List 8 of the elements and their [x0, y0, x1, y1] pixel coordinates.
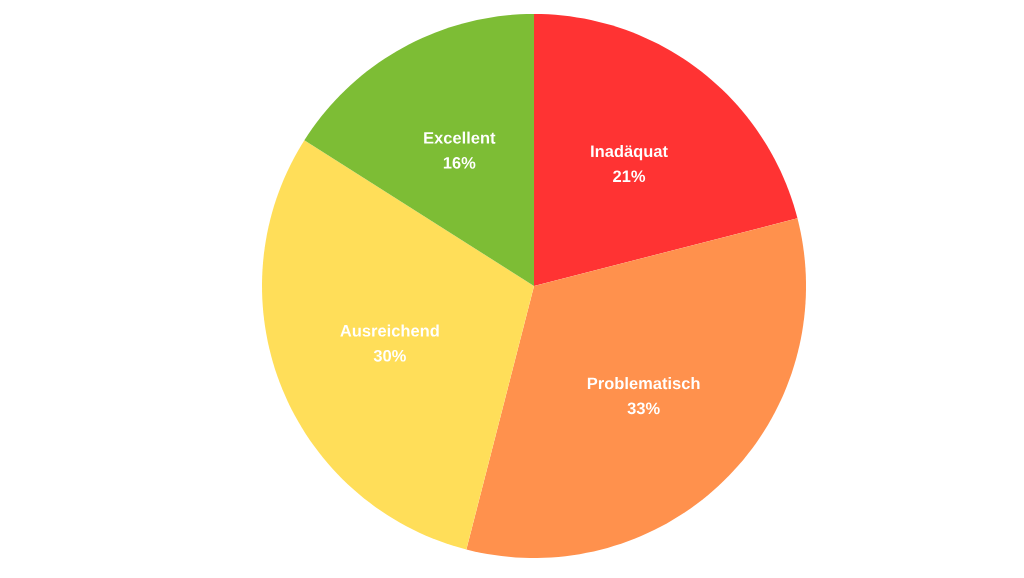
slice-label: Inadäquat	[591, 144, 668, 161]
slice-label: Excellent	[424, 131, 496, 144]
slice-label: Ausreichend	[340, 324, 439, 337]
slice-label: Problematisch	[587, 377, 700, 390]
data-label: 21%	[613, 170, 646, 183]
data-label: 16%	[443, 157, 476, 169]
data-label: 30%	[373, 349, 406, 362]
data-label: 33%	[627, 402, 660, 415]
